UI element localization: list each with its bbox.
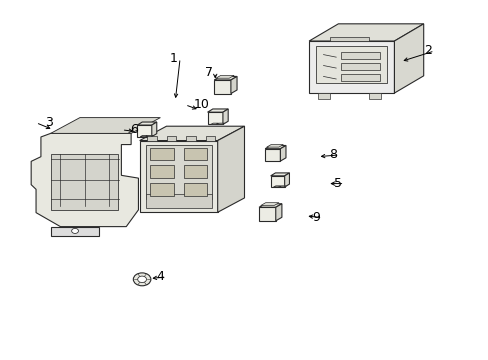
Text: 6: 6	[130, 123, 138, 136]
Polygon shape	[51, 118, 160, 134]
Text: 2: 2	[424, 44, 431, 57]
Bar	[147, 136, 157, 140]
Text: 3: 3	[44, 116, 52, 129]
Polygon shape	[273, 186, 280, 187]
Bar	[145, 194, 211, 208]
Polygon shape	[137, 122, 157, 125]
Polygon shape	[215, 75, 234, 78]
Polygon shape	[31, 134, 138, 226]
Polygon shape	[270, 176, 284, 187]
Polygon shape	[279, 186, 286, 187]
Polygon shape	[368, 93, 380, 99]
Bar	[166, 136, 176, 140]
Polygon shape	[308, 24, 423, 41]
Polygon shape	[140, 135, 147, 137]
Bar	[330, 37, 368, 41]
Polygon shape	[266, 144, 283, 147]
Bar	[150, 148, 173, 160]
Polygon shape	[284, 173, 289, 187]
Text: 1: 1	[169, 51, 177, 64]
Bar	[316, 46, 386, 83]
Bar	[341, 63, 379, 70]
Circle shape	[138, 276, 146, 283]
Bar	[341, 52, 379, 59]
Polygon shape	[216, 123, 224, 125]
Polygon shape	[264, 145, 285, 149]
Polygon shape	[317, 93, 329, 99]
Polygon shape	[207, 112, 223, 125]
Text: 4: 4	[156, 270, 163, 283]
Polygon shape	[217, 126, 244, 212]
Polygon shape	[264, 149, 280, 161]
Bar	[150, 166, 173, 178]
Polygon shape	[140, 140, 217, 212]
Polygon shape	[230, 76, 237, 94]
Bar	[145, 145, 211, 199]
Text: 8: 8	[328, 148, 336, 161]
Bar	[183, 148, 206, 160]
Text: 7: 7	[204, 66, 212, 79]
Bar	[186, 136, 195, 140]
Polygon shape	[223, 109, 228, 125]
Bar	[341, 74, 379, 81]
Polygon shape	[259, 204, 281, 207]
Bar	[183, 166, 206, 178]
Text: 9: 9	[311, 211, 320, 224]
Polygon shape	[151, 122, 157, 137]
Polygon shape	[207, 109, 228, 112]
Polygon shape	[259, 207, 275, 221]
Text: 10: 10	[193, 98, 209, 111]
Bar	[205, 136, 215, 140]
Circle shape	[72, 228, 78, 233]
Polygon shape	[260, 203, 279, 206]
Polygon shape	[51, 226, 99, 235]
Polygon shape	[210, 123, 218, 125]
Polygon shape	[146, 135, 153, 137]
Text: 5: 5	[333, 177, 341, 190]
Bar	[150, 183, 173, 196]
Polygon shape	[394, 24, 423, 93]
Polygon shape	[308, 41, 394, 93]
Circle shape	[133, 273, 151, 286]
Polygon shape	[280, 145, 285, 161]
Bar	[183, 183, 206, 196]
Bar	[51, 154, 118, 210]
Polygon shape	[270, 173, 289, 176]
Polygon shape	[275, 204, 281, 221]
Polygon shape	[137, 125, 151, 137]
Polygon shape	[214, 76, 237, 80]
Polygon shape	[214, 80, 230, 94]
Polygon shape	[140, 126, 244, 140]
